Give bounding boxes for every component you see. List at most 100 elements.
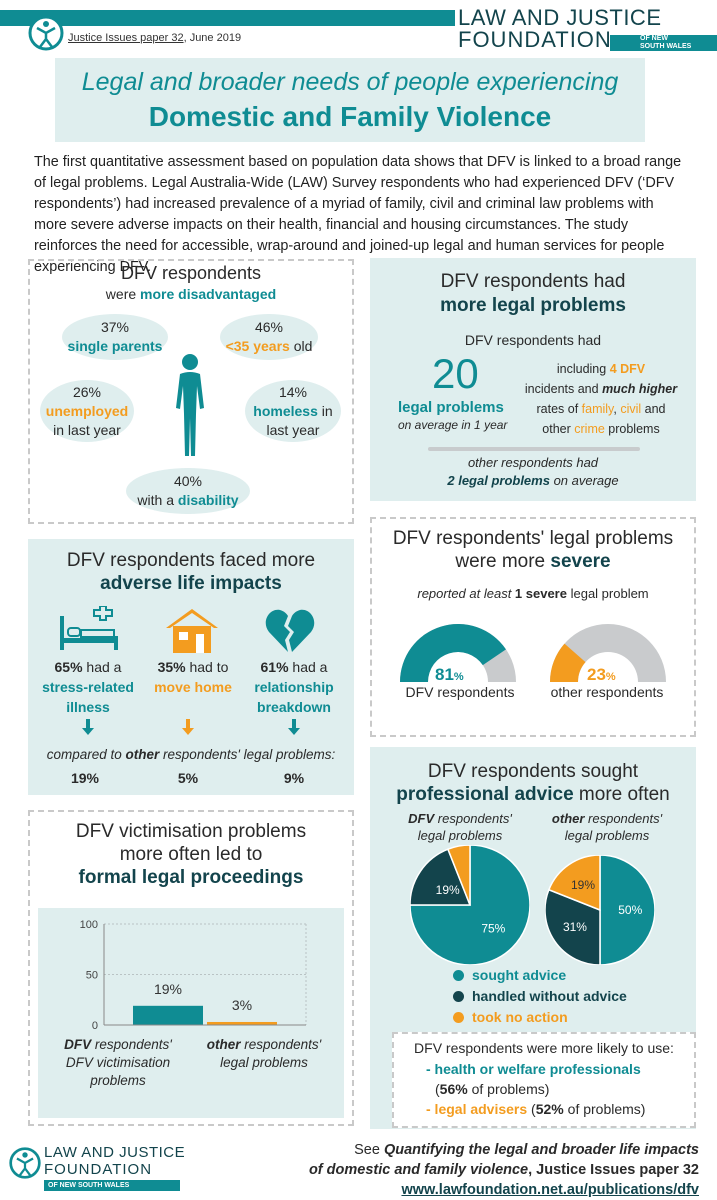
advice-title2a: professional advice (396, 784, 574, 805)
arrow-down-icon (82, 719, 94, 735)
legend-label: sought advice (472, 967, 567, 983)
y-tick-label: 50 (86, 970, 98, 982)
header-bar-left (0, 10, 455, 26)
legend-dot (453, 1012, 464, 1023)
series-link[interactable]: Justice Issues paper 32 (68, 32, 184, 44)
detail-f: rates of (536, 402, 582, 416)
item1b-b: 56% (439, 1081, 468, 1097)
legend-dot (453, 991, 464, 1002)
intro-text: The first quantitative assessment based … (34, 154, 682, 275)
footer-url-link[interactable]: www.lawfoundation.net.au/publications/df… (401, 1182, 699, 1198)
legal-problems-number: 20 (432, 350, 479, 397)
footer-logo: LAW AND JUSTICE FOUNDATION OF NEW SOUTH … (44, 1144, 185, 1191)
title-line1: Legal and broader needs of people experi… (81, 68, 619, 96)
pie1-title-b: respondents' (434, 811, 512, 826)
footer-see: See (354, 1142, 384, 1158)
legal-problems-panel: DFV respondents had more legal problems … (370, 258, 696, 501)
disability-label: disability (177, 492, 239, 508)
severe-title2a: were more (455, 551, 551, 572)
detail-b: 4 DFV (609, 362, 646, 376)
y-tick-label: 100 (80, 919, 98, 931)
legal-problems-other2: 2 legal problems on average (370, 472, 696, 490)
advice-likely: DFV respondents were more likely to use: (414, 1040, 674, 1056)
compare-a: compared to (46, 747, 126, 762)
footer-logo-line1: LAW AND JUSTICE (44, 1144, 186, 1161)
homeless-suffix2: last year (266, 421, 320, 438)
advice-item1-label: - health or welfare professionals (426, 1061, 641, 1077)
footer-citation: See Quantifying the legal and broader li… (309, 1140, 699, 1200)
legend-dot (453, 970, 464, 981)
item2b-b: 52% (535, 1101, 564, 1117)
advice-item1: - health or welfare professionals (56% o… (426, 1059, 645, 1119)
impact-3: 61% had a relationship breakdown (246, 657, 342, 717)
homeless-pct: 14% (278, 383, 308, 400)
disadvantaged-title2b: more disadvantaged (140, 286, 277, 302)
proceedings-title1: DFV victimisation problems (75, 821, 307, 842)
impact1-pct: 65% (54, 659, 83, 675)
pie-slice-label: 31% (563, 920, 587, 934)
header-meta: Justice Issues paper 32, June 2019 (68, 32, 241, 44)
bar-cat1-c: DFV victimisation (65, 1055, 171, 1070)
detail-e: much higher (602, 382, 678, 396)
detail-m: problems (604, 422, 660, 436)
disadvantaged-panel (28, 259, 354, 524)
legend-label: took no action (472, 1009, 568, 1025)
severe-sub-a: reported at least (417, 586, 515, 601)
impact2-text2: move home (154, 679, 232, 695)
pie1-title: DFV respondents' legal problems (400, 810, 520, 844)
legal-problems-other1: other respondents had (467, 455, 599, 470)
young-label: <35 years (225, 338, 290, 354)
severe-title1: DFV respondents' legal problems (392, 528, 674, 549)
unemployed-label: unemployed (45, 402, 129, 419)
advice-title2b: more often (573, 784, 670, 805)
logo-line1: LAW AND JUSTICE (458, 5, 662, 30)
severe-panel (370, 517, 696, 737)
homeless-label: homeless (253, 402, 318, 419)
impact-1: 65% had a stress-related illness (40, 657, 136, 717)
impact1-text3: illness (66, 699, 110, 715)
impact3-text3: breakdown (257, 699, 331, 715)
bar-value-label: 19% (154, 981, 182, 997)
impacts-title2: adverse life impacts (100, 573, 282, 594)
legal-problems-detail: including 4 DFV incidents and much highe… (513, 359, 689, 439)
legal-problems-number-sub: on average in 1 year (398, 418, 508, 432)
homeless-suffix1: in (317, 402, 333, 419)
single-label: single parents (67, 338, 163, 354)
detail-k: other (542, 422, 575, 436)
unemployed-pct: 26% (72, 383, 102, 400)
item2b-a: ( (527, 1101, 536, 1117)
advice-pie-other: 50% 31% 19% (545, 855, 655, 965)
impact3-other: 9% (283, 770, 305, 786)
severe-sub-b: 1 severe (514, 586, 567, 601)
title-panel: Legal and broader needs of people experi… (55, 58, 645, 142)
arrow-down-icon (288, 719, 300, 735)
detail-g: family (581, 402, 614, 416)
pie1-title-c: legal problems (417, 828, 503, 843)
impact3-pct: 61% (260, 659, 289, 675)
severe-other-pct-sign: % (605, 671, 616, 683)
pie-slice (599, 855, 655, 965)
header-logo: LAW AND JUSTICE FOUNDATION OF NEW SOUTH … (458, 6, 713, 54)
other2a: 2 legal problems (447, 473, 550, 488)
broken-heart-icon (265, 606, 315, 654)
severe-title2b: severe (550, 551, 611, 572)
pie-slice (410, 848, 472, 906)
legal-problems-divider (428, 447, 640, 451)
severe-dfv-pct: 81 (435, 665, 454, 684)
pie-slice (545, 888, 601, 965)
severe-sub-c: legal problem (566, 586, 649, 601)
bar-cat1-a: DFV (64, 1037, 92, 1052)
logo-sub1: OF NEW (640, 35, 668, 42)
young-pct: 46% (254, 319, 284, 335)
impacts-panel (28, 539, 354, 795)
footer-logo-line2: FOUNDATION (44, 1161, 153, 1178)
footer-logo-sub: OF NEW SOUTH WALES (44, 1180, 180, 1191)
stat-unemployed: 26% unemployed in last year (40, 380, 134, 442)
footer-pub2: of domestic and family violence (308, 1162, 529, 1178)
severe-dfv-label: DFV respondents (405, 684, 515, 700)
detail-h: , (613, 402, 621, 416)
impact-2: 35% had to move home (146, 657, 240, 697)
pie1-title-a: DFV (408, 811, 435, 826)
advice-pie-dfv: 75%19%6% (410, 845, 530, 965)
severe-other-value: 23% (587, 665, 616, 685)
